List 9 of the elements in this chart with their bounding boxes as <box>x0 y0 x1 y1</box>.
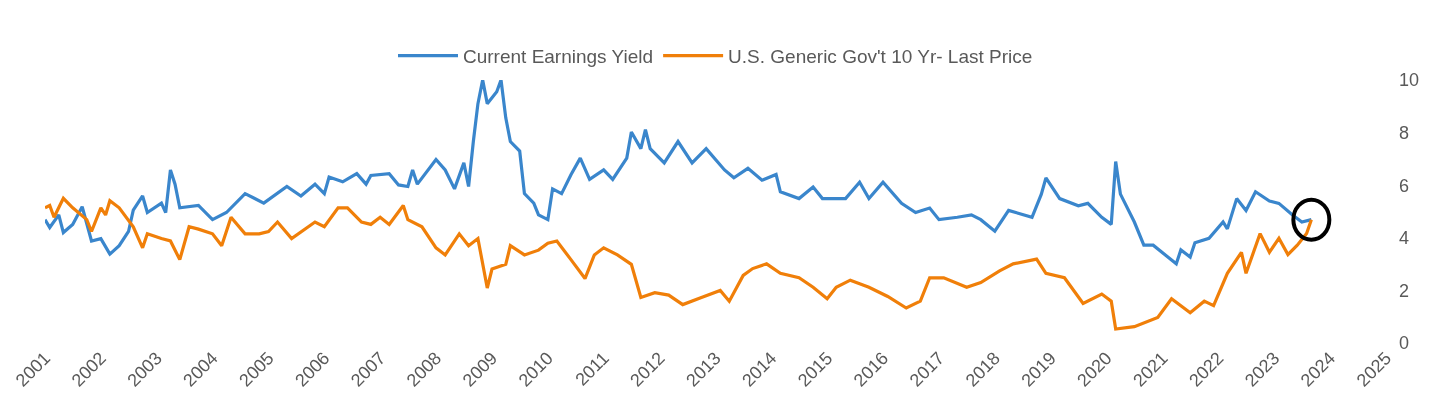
y-tick-label: 4 <box>1399 228 1410 249</box>
legend-label: U.S. Generic Gov't 10 Yr- Last Price <box>728 46 1033 67</box>
legend-label: Current Earnings Yield <box>463 46 654 67</box>
y-tick-label: 10 <box>1399 70 1420 91</box>
y-tick-label: 2 <box>1399 280 1410 301</box>
y-tick-label: 8 <box>1399 122 1410 143</box>
y-tick-label: 6 <box>1399 175 1410 196</box>
y-tick-label: 0 <box>1399 333 1410 354</box>
line-series <box>45 196 1313 331</box>
